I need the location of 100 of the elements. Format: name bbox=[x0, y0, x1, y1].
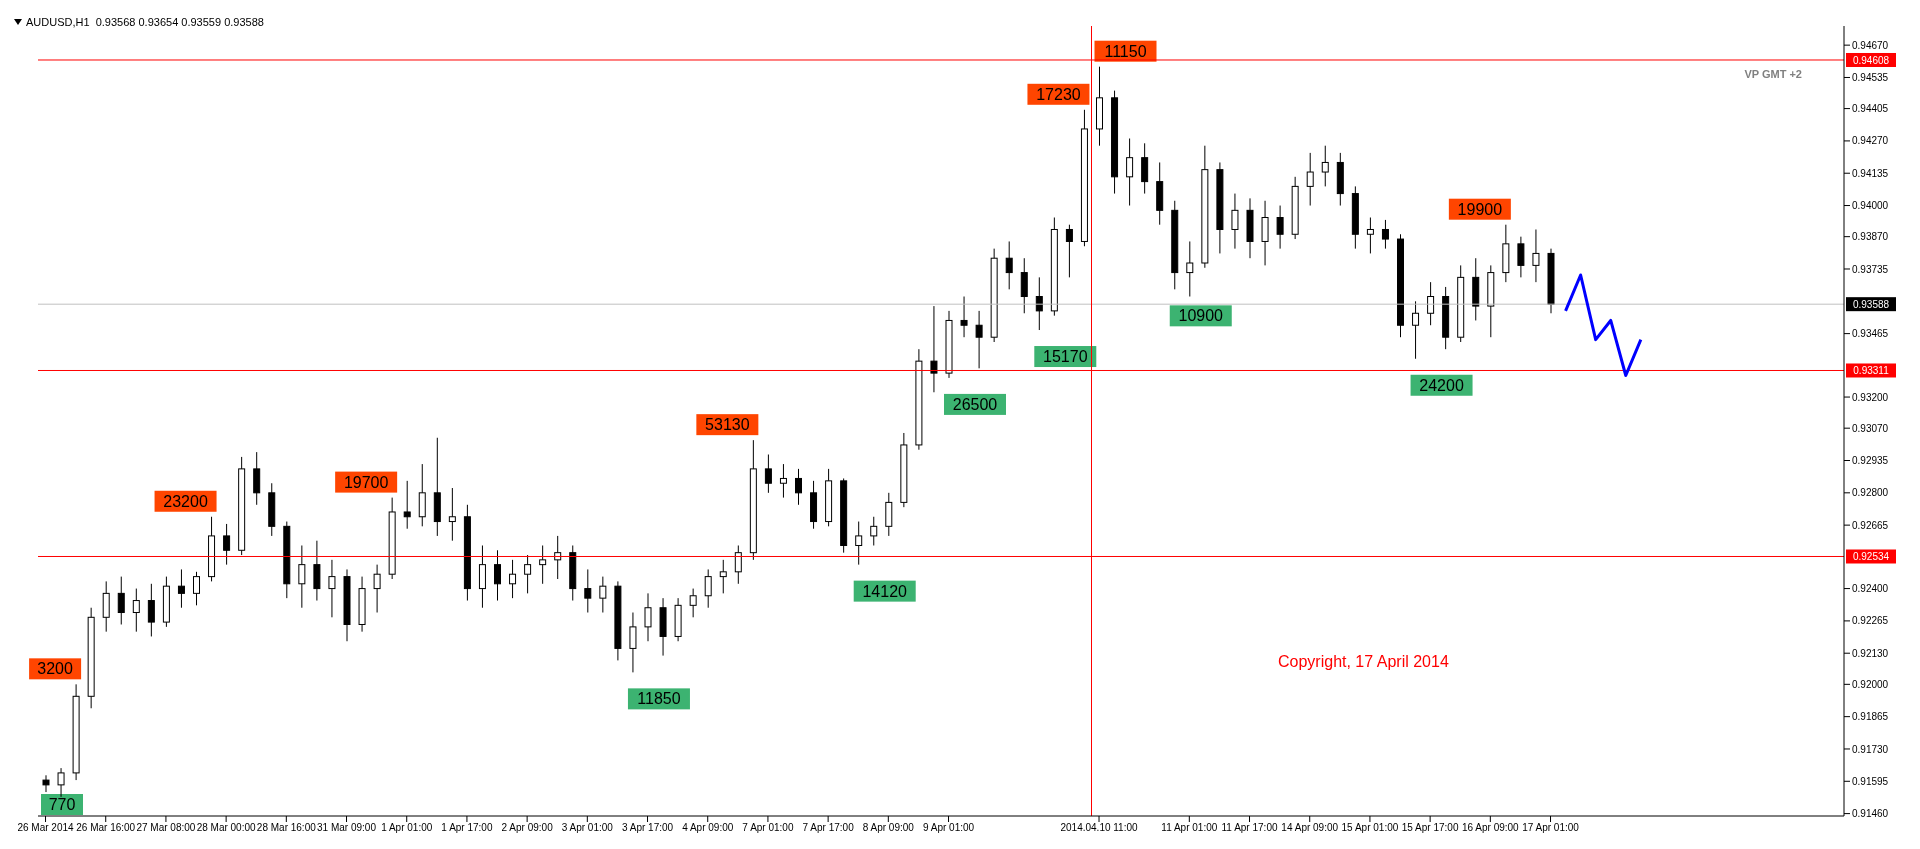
x-tick-label: 17 Apr 01:00 bbox=[1522, 822, 1580, 834]
text: 11150 bbox=[1104, 42, 1147, 60]
candlestick bbox=[870, 516, 878, 546]
x-tick-label: 1 Apr 17:00 bbox=[441, 822, 493, 834]
y-tick-label: 0.94270 bbox=[1852, 135, 1889, 147]
y-tick-label: 0.93870 bbox=[1852, 231, 1889, 243]
x-tick-label: 8 Apr 09:00 bbox=[862, 822, 915, 834]
ref-line-label: 0.93588 bbox=[1852, 299, 1890, 311]
candlestick bbox=[795, 468, 802, 506]
candlestick bbox=[855, 521, 863, 566]
y-tick-label: 0.94000 bbox=[1852, 200, 1889, 212]
candlestick bbox=[328, 559, 336, 618]
text: 23200 bbox=[163, 492, 208, 510]
candlestick bbox=[1381, 219, 1389, 250]
y-tick-label: 0.94670 bbox=[1852, 39, 1889, 51]
y-tick-label: 0.93200 bbox=[1852, 391, 1889, 403]
candlestick bbox=[57, 767, 65, 798]
candlestick bbox=[1366, 217, 1374, 254]
x-tick-label: 3 Apr 01:00 bbox=[561, 822, 614, 834]
candlestick bbox=[147, 583, 155, 637]
candlestick bbox=[539, 544, 547, 585]
y-tick-label: 0.91730 bbox=[1852, 743, 1889, 755]
x-tick-label: 3 Apr 17:00 bbox=[621, 822, 674, 834]
y-tick-label: 0.92665 bbox=[1852, 519, 1889, 531]
annotation: VP GMT +2 bbox=[1744, 68, 1802, 80]
ref-line-label: 0.92534 bbox=[1852, 551, 1890, 563]
x-tick-label: 16 Apr 09:00 bbox=[1461, 822, 1520, 834]
y-tick-label: 0.94405 bbox=[1852, 103, 1889, 115]
candlestick bbox=[960, 296, 968, 338]
y-tick-label: 0.92130 bbox=[1852, 647, 1889, 659]
y-tick-label: 0.92265 bbox=[1852, 615, 1889, 627]
x-tick-label: 31 Mar 09:00 bbox=[317, 822, 377, 834]
candlestick bbox=[1186, 240, 1194, 298]
x-tick-label: 1 Apr 01:00 bbox=[381, 822, 433, 834]
chart-title: AUDUSD,H1 0.93568 0.93654 0.93559 0.93588 bbox=[26, 16, 264, 28]
text: 17230 bbox=[1036, 85, 1081, 103]
candlestick bbox=[1020, 257, 1028, 314]
candlestick bbox=[1126, 138, 1134, 207]
candlestick bbox=[132, 588, 140, 633]
candlestick bbox=[298, 544, 306, 609]
candlestick bbox=[373, 564, 381, 614]
candlestick bbox=[403, 480, 411, 530]
x-tick-label: 11 Apr 01:00 bbox=[1161, 822, 1218, 834]
candlestick bbox=[1276, 205, 1284, 250]
text: 770 bbox=[48, 796, 76, 813]
candlestick bbox=[418, 463, 426, 527]
x-tick-label: 11 Apr 17:00 bbox=[1221, 822, 1278, 834]
candlestick bbox=[930, 305, 938, 393]
x-tick-label: 28 Mar 00:00 bbox=[196, 822, 257, 834]
y-tick-label: 0.93070 bbox=[1852, 422, 1889, 434]
candlestick bbox=[734, 544, 742, 585]
candlestick bbox=[629, 612, 637, 673]
x-tick-label: 14 Apr 09:00 bbox=[1281, 822, 1339, 834]
text: 10900 bbox=[1178, 307, 1223, 325]
text: 14120 bbox=[862, 582, 907, 600]
candlestick bbox=[494, 549, 501, 602]
ref-line-label: 0.93311 bbox=[1853, 365, 1890, 377]
y-tick-label: 0.92000 bbox=[1852, 678, 1889, 690]
text: 53130 bbox=[705, 416, 750, 434]
candlestick bbox=[253, 451, 261, 506]
annotation: Copyright, 17 April 2014 bbox=[1278, 653, 1449, 671]
x-tick-label: 26 Mar 16:00 bbox=[76, 822, 136, 834]
text: 3200 bbox=[37, 660, 73, 678]
candlestick bbox=[1065, 224, 1073, 278]
candlestick bbox=[117, 576, 125, 625]
candlestick bbox=[779, 463, 787, 499]
candlestick bbox=[223, 523, 231, 566]
candlestick bbox=[719, 559, 727, 594]
ref-line-label: 0.94608 bbox=[1852, 54, 1890, 66]
x-tick-label: 28 Mar 16:00 bbox=[256, 822, 317, 834]
candlestick bbox=[102, 580, 110, 633]
candlestick bbox=[313, 540, 321, 602]
candlestick bbox=[1035, 276, 1043, 331]
candlestick bbox=[478, 544, 486, 609]
candlestick bbox=[509, 559, 517, 599]
candlestick bbox=[689, 588, 697, 618]
y-tick-label: 0.94535 bbox=[1852, 72, 1889, 84]
y-tick-label: 0.93465 bbox=[1852, 328, 1889, 340]
candlestick bbox=[193, 571, 200, 606]
x-tick-label: 7 Apr 17:00 bbox=[802, 822, 855, 834]
candlestick bbox=[1517, 236, 1525, 278]
text: 24200 bbox=[1419, 376, 1464, 394]
candlestick bbox=[885, 492, 893, 537]
x-tick-label: 7 Apr 01:00 bbox=[742, 822, 794, 834]
x-tick-label: 15 Apr 17:00 bbox=[1401, 822, 1459, 834]
candlestick bbox=[1005, 240, 1013, 290]
x-tick-label: 2014.04.10 11:00 bbox=[1060, 822, 1139, 834]
candlestick bbox=[1532, 228, 1540, 283]
y-tick-label: 0.91595 bbox=[1852, 775, 1889, 787]
text: 19900 bbox=[1457, 200, 1503, 218]
candlestick bbox=[764, 454, 772, 494]
candlestick bbox=[975, 310, 983, 369]
candlestick bbox=[1321, 145, 1329, 187]
y-tick-label: 0.92800 bbox=[1852, 487, 1889, 499]
candlestick bbox=[1306, 152, 1314, 207]
x-tick-label: 26 Mar 2014 bbox=[17, 822, 75, 834]
candlestick bbox=[42, 774, 50, 793]
candlestick bbox=[644, 592, 652, 642]
line-series bbox=[1564, 273, 1643, 378]
candlestick bbox=[1261, 200, 1269, 266]
